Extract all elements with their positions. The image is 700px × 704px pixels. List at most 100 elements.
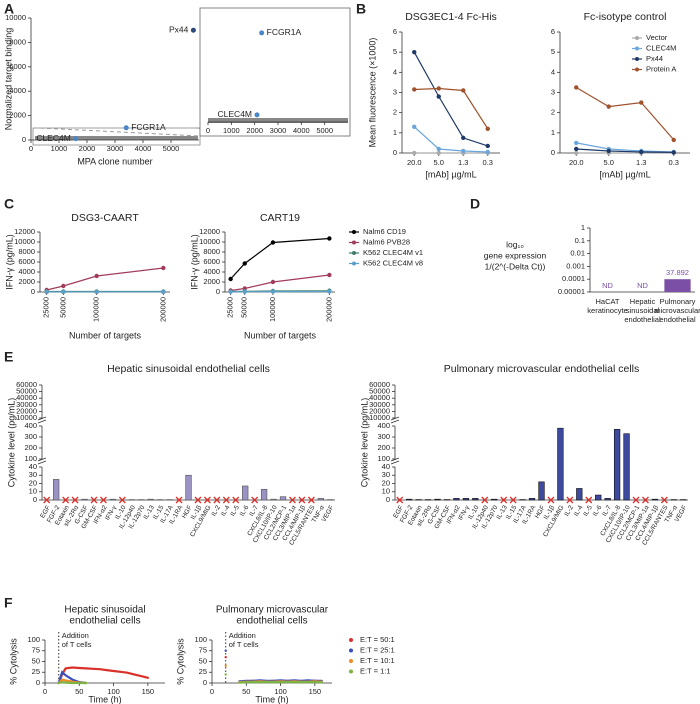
y-tick-label: 2000 — [18, 277, 35, 286]
nd-marker — [481, 496, 489, 504]
nd-marker — [99, 496, 107, 504]
y-tick-label: 4000 — [18, 267, 35, 276]
y-tick-label: 6000 — [18, 257, 35, 266]
point — [94, 273, 99, 279]
legend-label: E:T = 50:1 — [360, 635, 395, 644]
nd-marker — [566, 496, 574, 504]
series-line — [575, 148, 675, 153]
chart-title: endothelial cells — [236, 616, 307, 627]
y-tick-label: 0 — [393, 148, 397, 157]
point — [228, 289, 233, 294]
bar — [270, 498, 277, 501]
y-tick-label: 1 — [551, 128, 555, 137]
nd-marker — [71, 496, 79, 504]
point — [224, 673, 227, 676]
y-tick-label: 6000 — [203, 257, 220, 266]
y-axis-label: Mean fluorescence (×1000) — [367, 38, 377, 148]
x-tick-label: IL-6 — [239, 504, 251, 518]
annotation: Addition — [62, 631, 89, 640]
x-tick-label: 200000 — [158, 297, 167, 322]
x-tick-label: 100000 — [92, 297, 101, 322]
bar — [242, 485, 249, 501]
x-tick-label: 4000 — [135, 144, 152, 153]
x-tick-label: 50 — [75, 687, 83, 696]
x-tick-label: 150 — [142, 687, 155, 696]
x-tick-label: IL-2 — [563, 504, 575, 518]
x-tick-label: HaCAT keratinocyte — [587, 297, 627, 315]
point — [224, 664, 227, 667]
y-tick-label: 10000 — [369, 413, 390, 422]
series-line — [413, 51, 489, 147]
series-line — [413, 126, 489, 153]
y-tick-label: 0 — [551, 148, 555, 157]
point — [73, 136, 79, 142]
x-tick-label: 1000 — [51, 144, 68, 153]
x-tick-label: 1.3 — [636, 158, 646, 167]
y-tick-label: 40 — [29, 462, 37, 471]
point — [461, 148, 466, 154]
x-axis-label: [mAb] µg/mL — [425, 169, 476, 179]
y-tick-label: 3 — [393, 87, 397, 96]
x-tick-label: 3000 — [270, 126, 287, 135]
bar — [260, 488, 268, 501]
y-tick-label: 50000 — [369, 387, 390, 396]
x-tick-label: 5.0 — [434, 158, 444, 167]
bar — [53, 479, 60, 501]
bar — [453, 498, 460, 501]
legend-label: Nalm6 CD19 — [363, 227, 406, 236]
x-tick-label: 20.0 — [407, 158, 422, 167]
bar — [147, 498, 154, 501]
chart-title: Pulmonary microvascular — [216, 605, 329, 616]
y-tick-label: 100 — [24, 454, 37, 463]
y-tick-label: 6 — [551, 27, 555, 36]
x-axis-label: MPA clone number — [77, 156, 152, 166]
axis-break — [37, 457, 47, 465]
legend-label: E:T = 1:1 — [360, 666, 391, 675]
x-tick-label: IL-5 — [582, 504, 594, 518]
point — [44, 289, 49, 294]
y-tick-label: 25 — [32, 667, 40, 676]
point — [671, 150, 676, 155]
point — [412, 49, 417, 55]
y-tick-label: 300 — [24, 432, 37, 441]
y-tick-label: 3 — [551, 87, 555, 96]
y-axis-label: log₁₀ — [506, 239, 524, 249]
series-line — [230, 237, 330, 280]
bar — [317, 498, 324, 501]
y-tick-label: 0.01 — [570, 249, 585, 258]
x-tick-label: 25000 — [42, 297, 51, 318]
legend-swatch — [349, 638, 353, 642]
point — [270, 240, 276, 245]
legend-swatch — [352, 251, 356, 255]
x-tick-label: 50000 — [58, 297, 67, 318]
y-tick-label: 30000 — [369, 400, 390, 409]
x-tick-label: 150 — [309, 687, 322, 696]
y-tick-label: 5 — [551, 47, 555, 56]
axis-break — [390, 457, 400, 465]
y-tick-label: 400 — [24, 421, 37, 430]
y-tick-label: 12000 — [199, 227, 220, 236]
y-tick-label: 30000 — [16, 400, 37, 409]
point — [161, 265, 166, 271]
nd-marker — [203, 496, 211, 504]
nd-marker — [213, 496, 221, 504]
x-tick-label: IL-4 — [573, 504, 585, 518]
y-tick-label: 200 — [24, 443, 37, 452]
series-line — [413, 87, 489, 130]
point — [639, 149, 644, 155]
x-tick-label: 5000 — [316, 126, 333, 135]
y-tick-label: 10000 — [14, 237, 35, 246]
x-tick-label: IL-6 — [592, 504, 604, 518]
y-tick-label: 2 — [551, 108, 555, 117]
bar — [491, 498, 498, 501]
x-tick-label: 0 — [29, 144, 33, 153]
y-tick-label: 300 — [377, 432, 390, 441]
y-tick-label: 100 — [194, 635, 207, 644]
x-axis-label: Time (h) — [255, 694, 288, 704]
bar — [462, 498, 470, 501]
nd-marker — [194, 496, 202, 504]
x-tick-label: 200000 — [324, 297, 333, 322]
y-tick-label: 0 — [386, 495, 390, 504]
point — [259, 30, 265, 36]
y-axis-label: 1/(2^(-Delta Ct)) — [485, 261, 546, 271]
